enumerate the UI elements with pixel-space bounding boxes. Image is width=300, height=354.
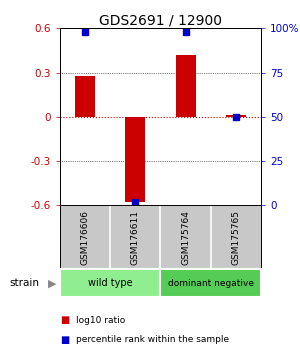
Text: GSM176611: GSM176611 [131,210,140,265]
Text: GSM175765: GSM175765 [231,210,240,265]
Text: GSM175764: GSM175764 [181,210,190,265]
Bar [60,269,160,297]
Text: wild type: wild type [88,278,133,288]
Text: strain: strain [9,278,39,288]
Bar [75,75,95,117]
Bar [176,55,196,117]
Bar [226,115,246,117]
Text: percentile rank within the sample: percentile rank within the sample [76,335,230,344]
Text: ▶: ▶ [48,278,56,288]
Text: dominant negative: dominant negative [168,279,254,288]
Text: ■: ■ [60,315,69,325]
Text: GSM176606: GSM176606 [81,210,90,265]
Title: GDS2691 / 12900: GDS2691 / 12900 [99,13,222,27]
Text: ■: ■ [60,335,69,345]
Bar [125,117,146,202]
Bar [160,269,261,297]
Text: log10 ratio: log10 ratio [76,316,126,325]
